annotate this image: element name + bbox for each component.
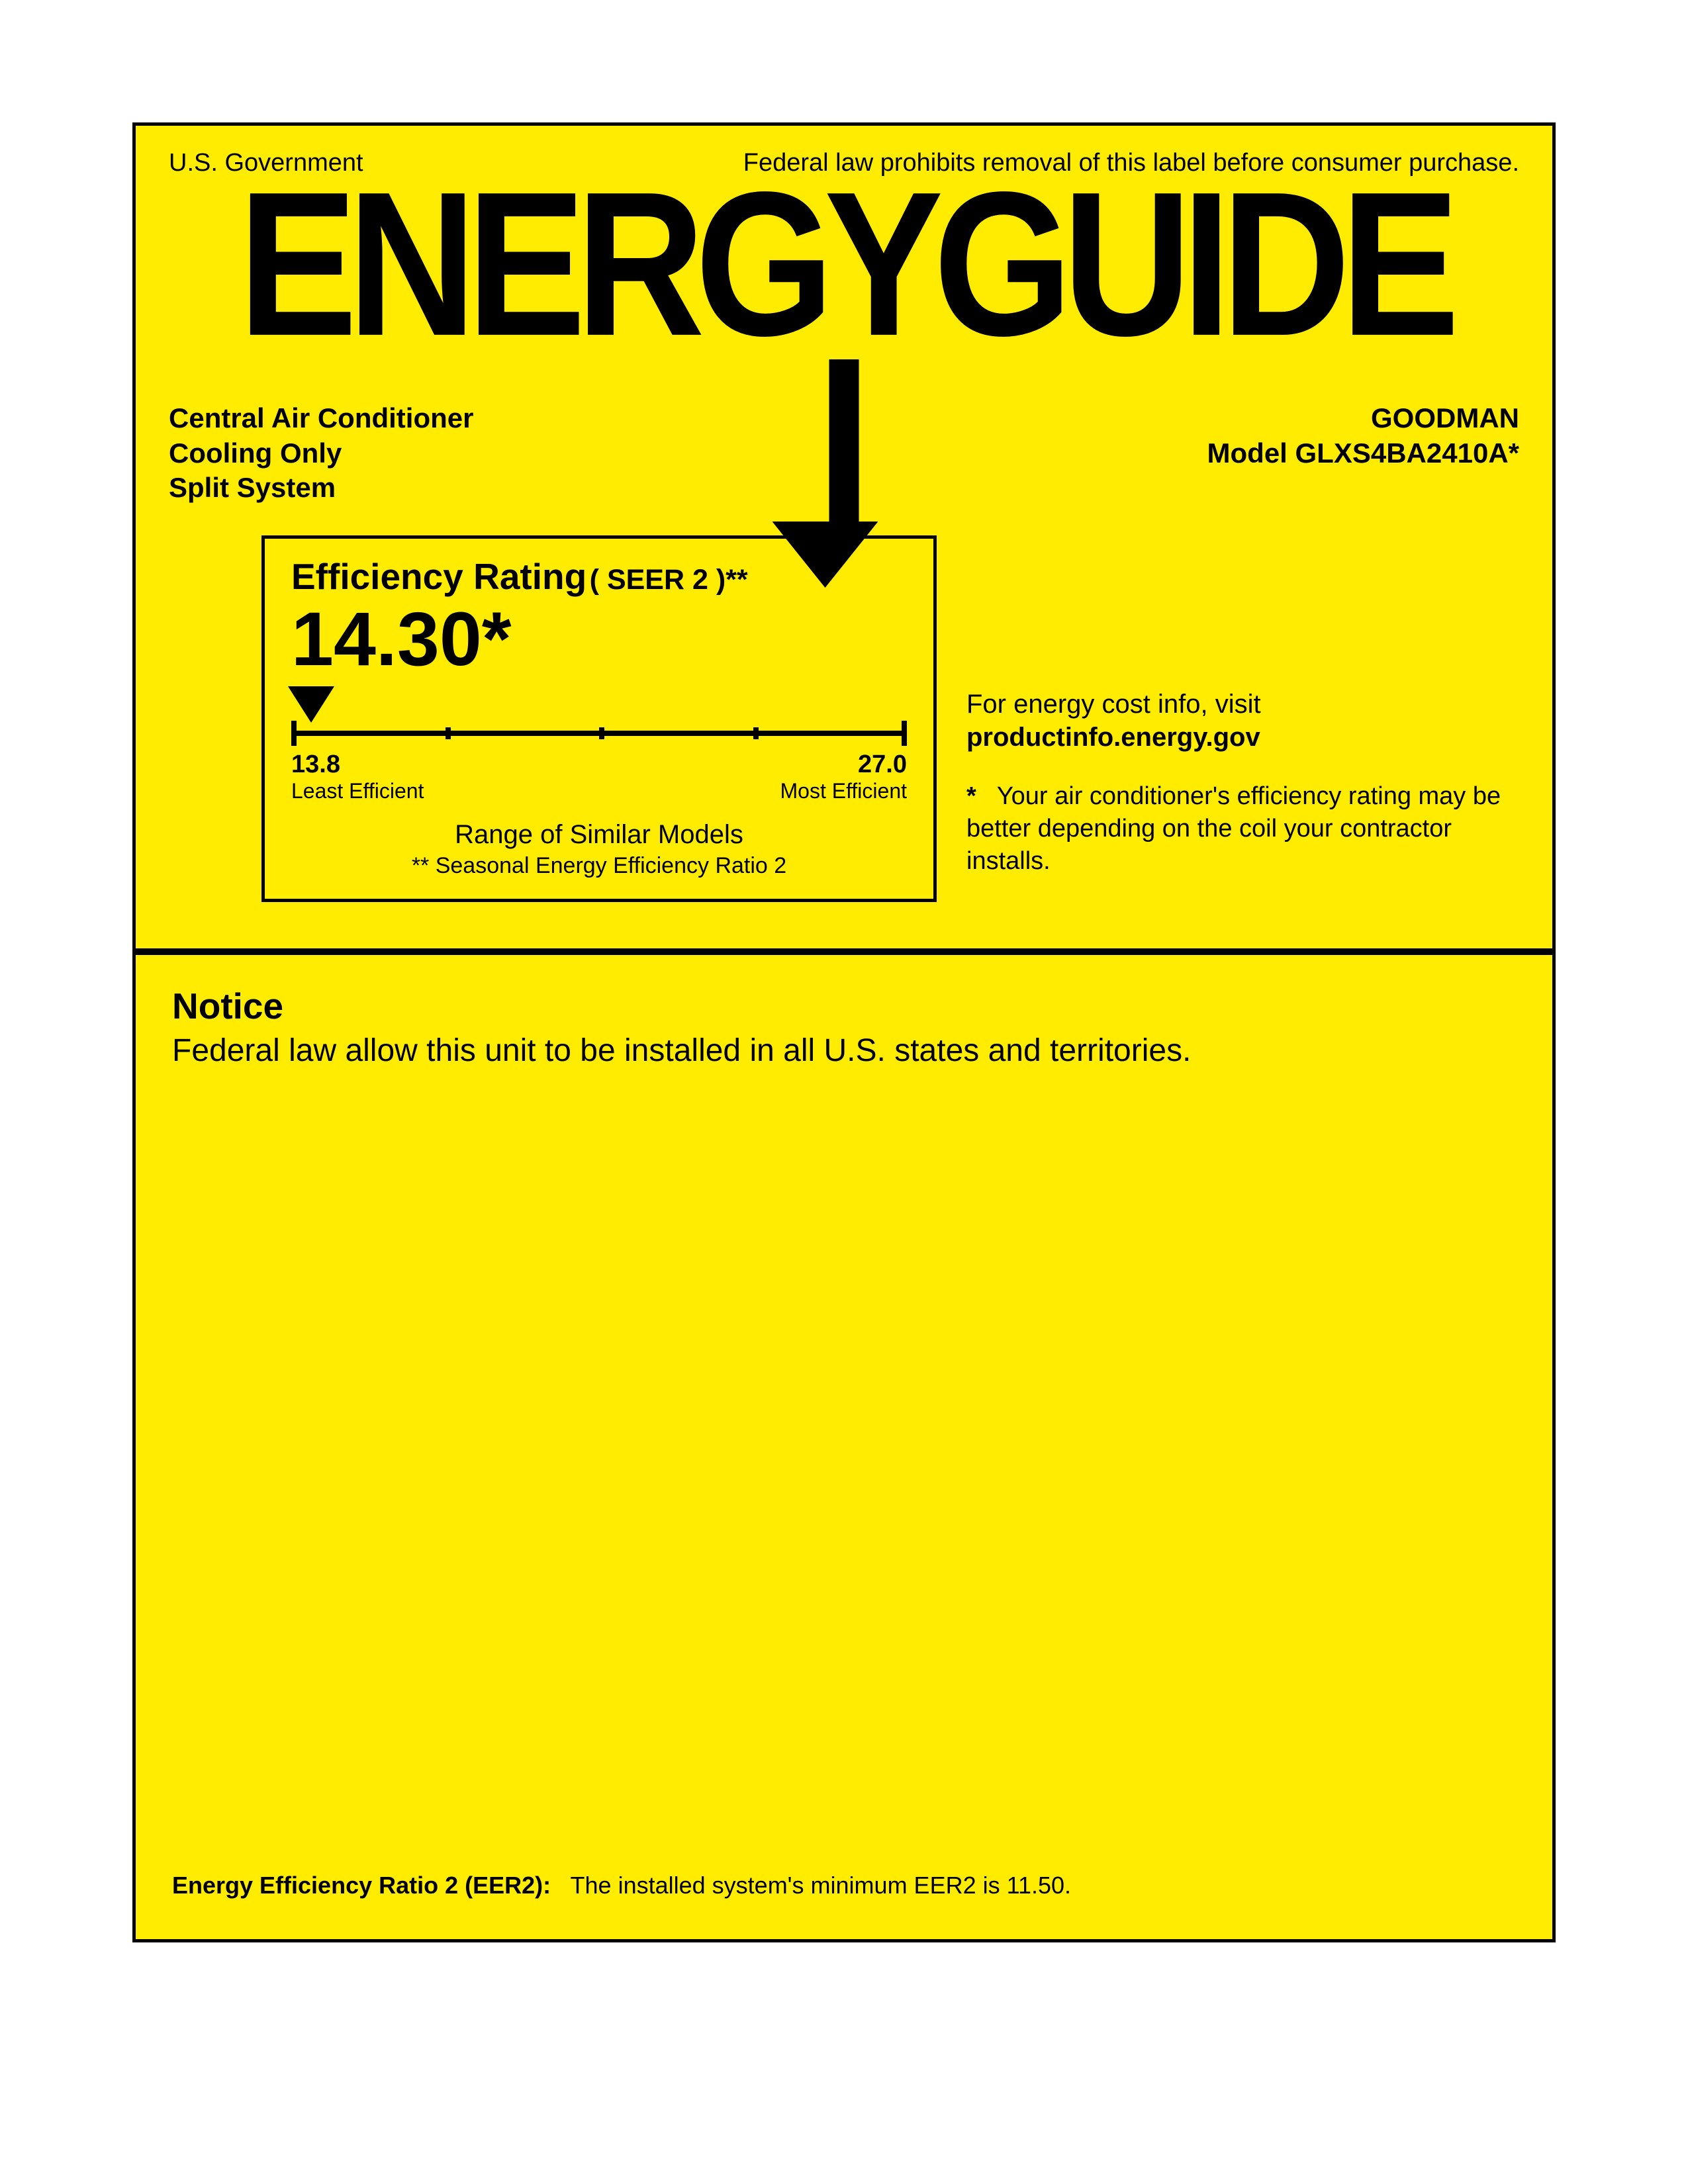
product-type-1: Central Air Conditioner <box>169 401 473 436</box>
range-text: Range of Similar Models <box>291 820 907 850</box>
footer-regular: The installed system's minimum EER2 is 1… <box>571 1872 1071 1899</box>
notice-section: Notice Federal law allow this unit to be… <box>136 955 1552 1099</box>
cost-info-text: For energy cost info, visit <box>966 688 1506 721</box>
rating-title: Efficiency Rating <box>291 556 586 597</box>
scale-min-value: 13.8 <box>291 751 424 779</box>
footer-text: Energy Efficiency Ratio 2 (EER2): The in… <box>172 1872 1071 1899</box>
section-divider <box>136 948 1552 955</box>
footer-bold: Energy Efficiency Ratio 2 (EER2): <box>172 1872 551 1899</box>
manufacturer-info: GOODMAN Model GLXS4BA2410A* <box>1207 401 1519 506</box>
info-url: productinfo.energy.gov <box>966 721 1506 754</box>
top-section: U.S. Government Federal law prohibits re… <box>136 126 1552 902</box>
range-subtext: ** Seasonal Energy Efficiency Ratio 2 <box>291 853 907 879</box>
scale-max-value: 27.0 <box>780 751 907 779</box>
scale-min: 13.8 Least Efficient <box>291 751 424 803</box>
scale-max: 27.0 Most Efficient <box>780 751 907 803</box>
scale-min-label: Least Efficient <box>291 779 424 803</box>
note-text: Your air conditioner's efficiency rating… <box>966 782 1501 876</box>
product-type-3: Split System <box>169 471 473 506</box>
logo-text: ENERGYGUIDE <box>238 172 1450 357</box>
notice-text: Federal law allow this unit to be instal… <box>172 1032 1516 1069</box>
efficiency-rating-box: Efficiency Rating ( SEER 2 )** 14.30* 13… <box>261 535 937 903</box>
energy-guide-label: U.S. Government Federal law prohibits re… <box>132 122 1556 1942</box>
product-type-info: Central Air Conditioner Cooling Only Spl… <box>169 401 473 506</box>
indicator-arrow-icon <box>288 686 334 723</box>
model-number: Model GLXS4BA2410A* <box>1207 436 1519 471</box>
asterisk-note: * Your air conditioner's efficiency rati… <box>966 780 1506 878</box>
scale-labels: 13.8 Least Efficient 27.0 Most Efficient <box>291 751 907 803</box>
rating-subtitle: ( SEER 2 )** <box>590 564 748 596</box>
efficiency-scale <box>291 731 907 736</box>
manufacturer-name: GOODMAN <box>1207 401 1519 436</box>
notice-title: Notice <box>172 985 1516 1027</box>
sidebar-info: For energy cost info, visit productinfo.… <box>966 535 1519 903</box>
down-arrow-icon <box>810 359 878 588</box>
rating-value: 14.30* <box>291 598 907 682</box>
note-asterisk: * <box>966 782 976 810</box>
rating-area: Efficiency Rating ( SEER 2 )** 14.30* 13… <box>169 535 1519 903</box>
product-type-2: Cooling Only <box>169 436 473 471</box>
scale-max-label: Most Efficient <box>780 779 907 803</box>
energyguide-logo: ENERGYGUIDE <box>169 184 1519 345</box>
